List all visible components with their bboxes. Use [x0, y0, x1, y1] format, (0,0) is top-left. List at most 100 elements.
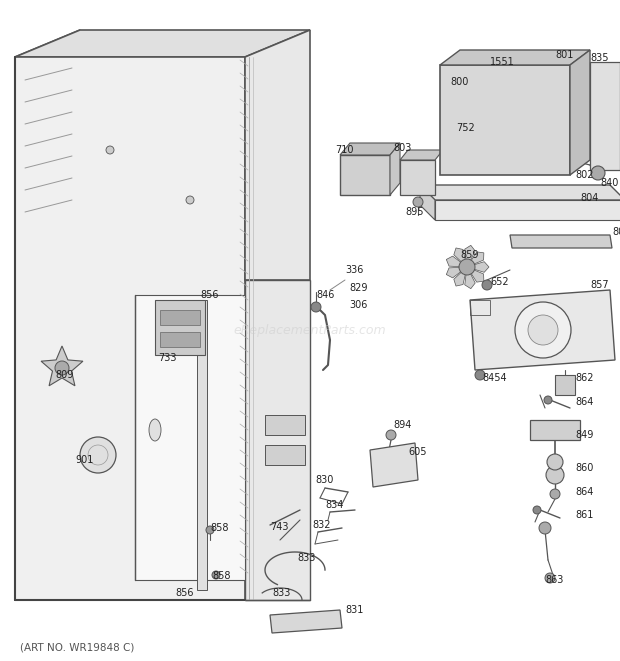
- Text: 336: 336: [345, 265, 363, 275]
- Ellipse shape: [149, 419, 161, 441]
- Text: 752: 752: [456, 123, 475, 133]
- Polygon shape: [370, 443, 418, 487]
- Polygon shape: [446, 256, 467, 267]
- Circle shape: [539, 522, 551, 534]
- Polygon shape: [465, 267, 475, 289]
- Circle shape: [475, 370, 485, 380]
- Text: 800: 800: [450, 77, 468, 87]
- Polygon shape: [470, 290, 615, 370]
- Polygon shape: [15, 57, 245, 600]
- Polygon shape: [467, 267, 484, 282]
- Text: 864: 864: [575, 397, 593, 407]
- Text: 831: 831: [345, 605, 363, 615]
- Text: (ART NO. WR19848 C): (ART NO. WR19848 C): [20, 643, 135, 653]
- Text: 801: 801: [555, 50, 574, 60]
- Text: 605: 605: [408, 447, 427, 457]
- Polygon shape: [155, 300, 205, 355]
- Polygon shape: [400, 160, 435, 195]
- Circle shape: [550, 489, 560, 499]
- Polygon shape: [420, 185, 435, 220]
- Polygon shape: [197, 300, 207, 590]
- Text: 894: 894: [393, 420, 412, 430]
- Polygon shape: [467, 252, 484, 267]
- Circle shape: [591, 166, 605, 180]
- Polygon shape: [160, 332, 200, 347]
- Polygon shape: [340, 143, 400, 155]
- Polygon shape: [510, 235, 612, 248]
- Text: 804: 804: [580, 193, 598, 203]
- Text: 863: 863: [545, 575, 564, 585]
- Text: 833: 833: [272, 588, 290, 598]
- Polygon shape: [340, 155, 390, 195]
- Text: 806: 806: [612, 227, 620, 237]
- Text: 710: 710: [335, 145, 353, 155]
- Polygon shape: [41, 346, 83, 386]
- Polygon shape: [452, 140, 475, 160]
- Polygon shape: [265, 445, 305, 465]
- Polygon shape: [265, 415, 305, 435]
- Text: 835: 835: [590, 53, 608, 63]
- Polygon shape: [245, 280, 310, 600]
- Polygon shape: [465, 245, 475, 267]
- Text: 858: 858: [210, 523, 229, 533]
- Text: 861: 861: [575, 510, 593, 520]
- Polygon shape: [15, 30, 80, 600]
- Text: 901: 901: [75, 455, 94, 465]
- Text: 733: 733: [158, 353, 177, 363]
- Polygon shape: [390, 143, 400, 195]
- Text: 846: 846: [316, 290, 334, 300]
- Text: 856: 856: [175, 588, 193, 598]
- Circle shape: [533, 506, 541, 514]
- Text: 803: 803: [393, 143, 412, 153]
- Circle shape: [528, 315, 558, 345]
- Polygon shape: [400, 150, 443, 160]
- Circle shape: [545, 573, 555, 583]
- Text: 864: 864: [575, 487, 593, 497]
- Text: 306: 306: [349, 300, 368, 310]
- Text: 858: 858: [212, 571, 231, 581]
- Polygon shape: [590, 62, 620, 170]
- Text: 857: 857: [590, 280, 609, 290]
- Circle shape: [544, 396, 552, 404]
- Text: 840: 840: [600, 178, 618, 188]
- Polygon shape: [270, 610, 342, 633]
- Circle shape: [80, 437, 116, 473]
- Polygon shape: [570, 50, 590, 175]
- Polygon shape: [135, 295, 245, 580]
- Text: eReplacementParts.com: eReplacementParts.com: [234, 324, 386, 337]
- Circle shape: [55, 361, 69, 375]
- Circle shape: [106, 146, 114, 154]
- Text: 860: 860: [575, 463, 593, 473]
- Circle shape: [311, 302, 321, 312]
- Text: 809: 809: [55, 370, 73, 380]
- Text: 832: 832: [312, 520, 330, 530]
- Polygon shape: [467, 262, 489, 272]
- Polygon shape: [440, 65, 570, 175]
- Circle shape: [206, 526, 214, 534]
- Text: 833: 833: [297, 553, 316, 563]
- Text: 856: 856: [200, 290, 218, 300]
- Polygon shape: [446, 267, 467, 278]
- Circle shape: [482, 280, 492, 290]
- Polygon shape: [555, 375, 575, 395]
- Text: 895: 895: [405, 207, 423, 217]
- Circle shape: [546, 466, 564, 484]
- Text: 849: 849: [575, 430, 593, 440]
- Circle shape: [413, 197, 423, 207]
- Polygon shape: [245, 30, 310, 280]
- Text: 1551: 1551: [490, 57, 515, 67]
- Polygon shape: [454, 248, 467, 267]
- Circle shape: [386, 430, 396, 440]
- Text: 862: 862: [575, 373, 593, 383]
- Text: 743: 743: [270, 522, 288, 532]
- Circle shape: [186, 196, 194, 204]
- Polygon shape: [454, 267, 467, 286]
- Text: 830: 830: [315, 475, 334, 485]
- Text: 829: 829: [349, 283, 368, 293]
- Circle shape: [547, 454, 563, 470]
- Text: 8454: 8454: [482, 373, 507, 383]
- Polygon shape: [530, 420, 580, 440]
- Polygon shape: [160, 310, 200, 325]
- Polygon shape: [440, 50, 590, 65]
- Text: 652: 652: [490, 277, 508, 287]
